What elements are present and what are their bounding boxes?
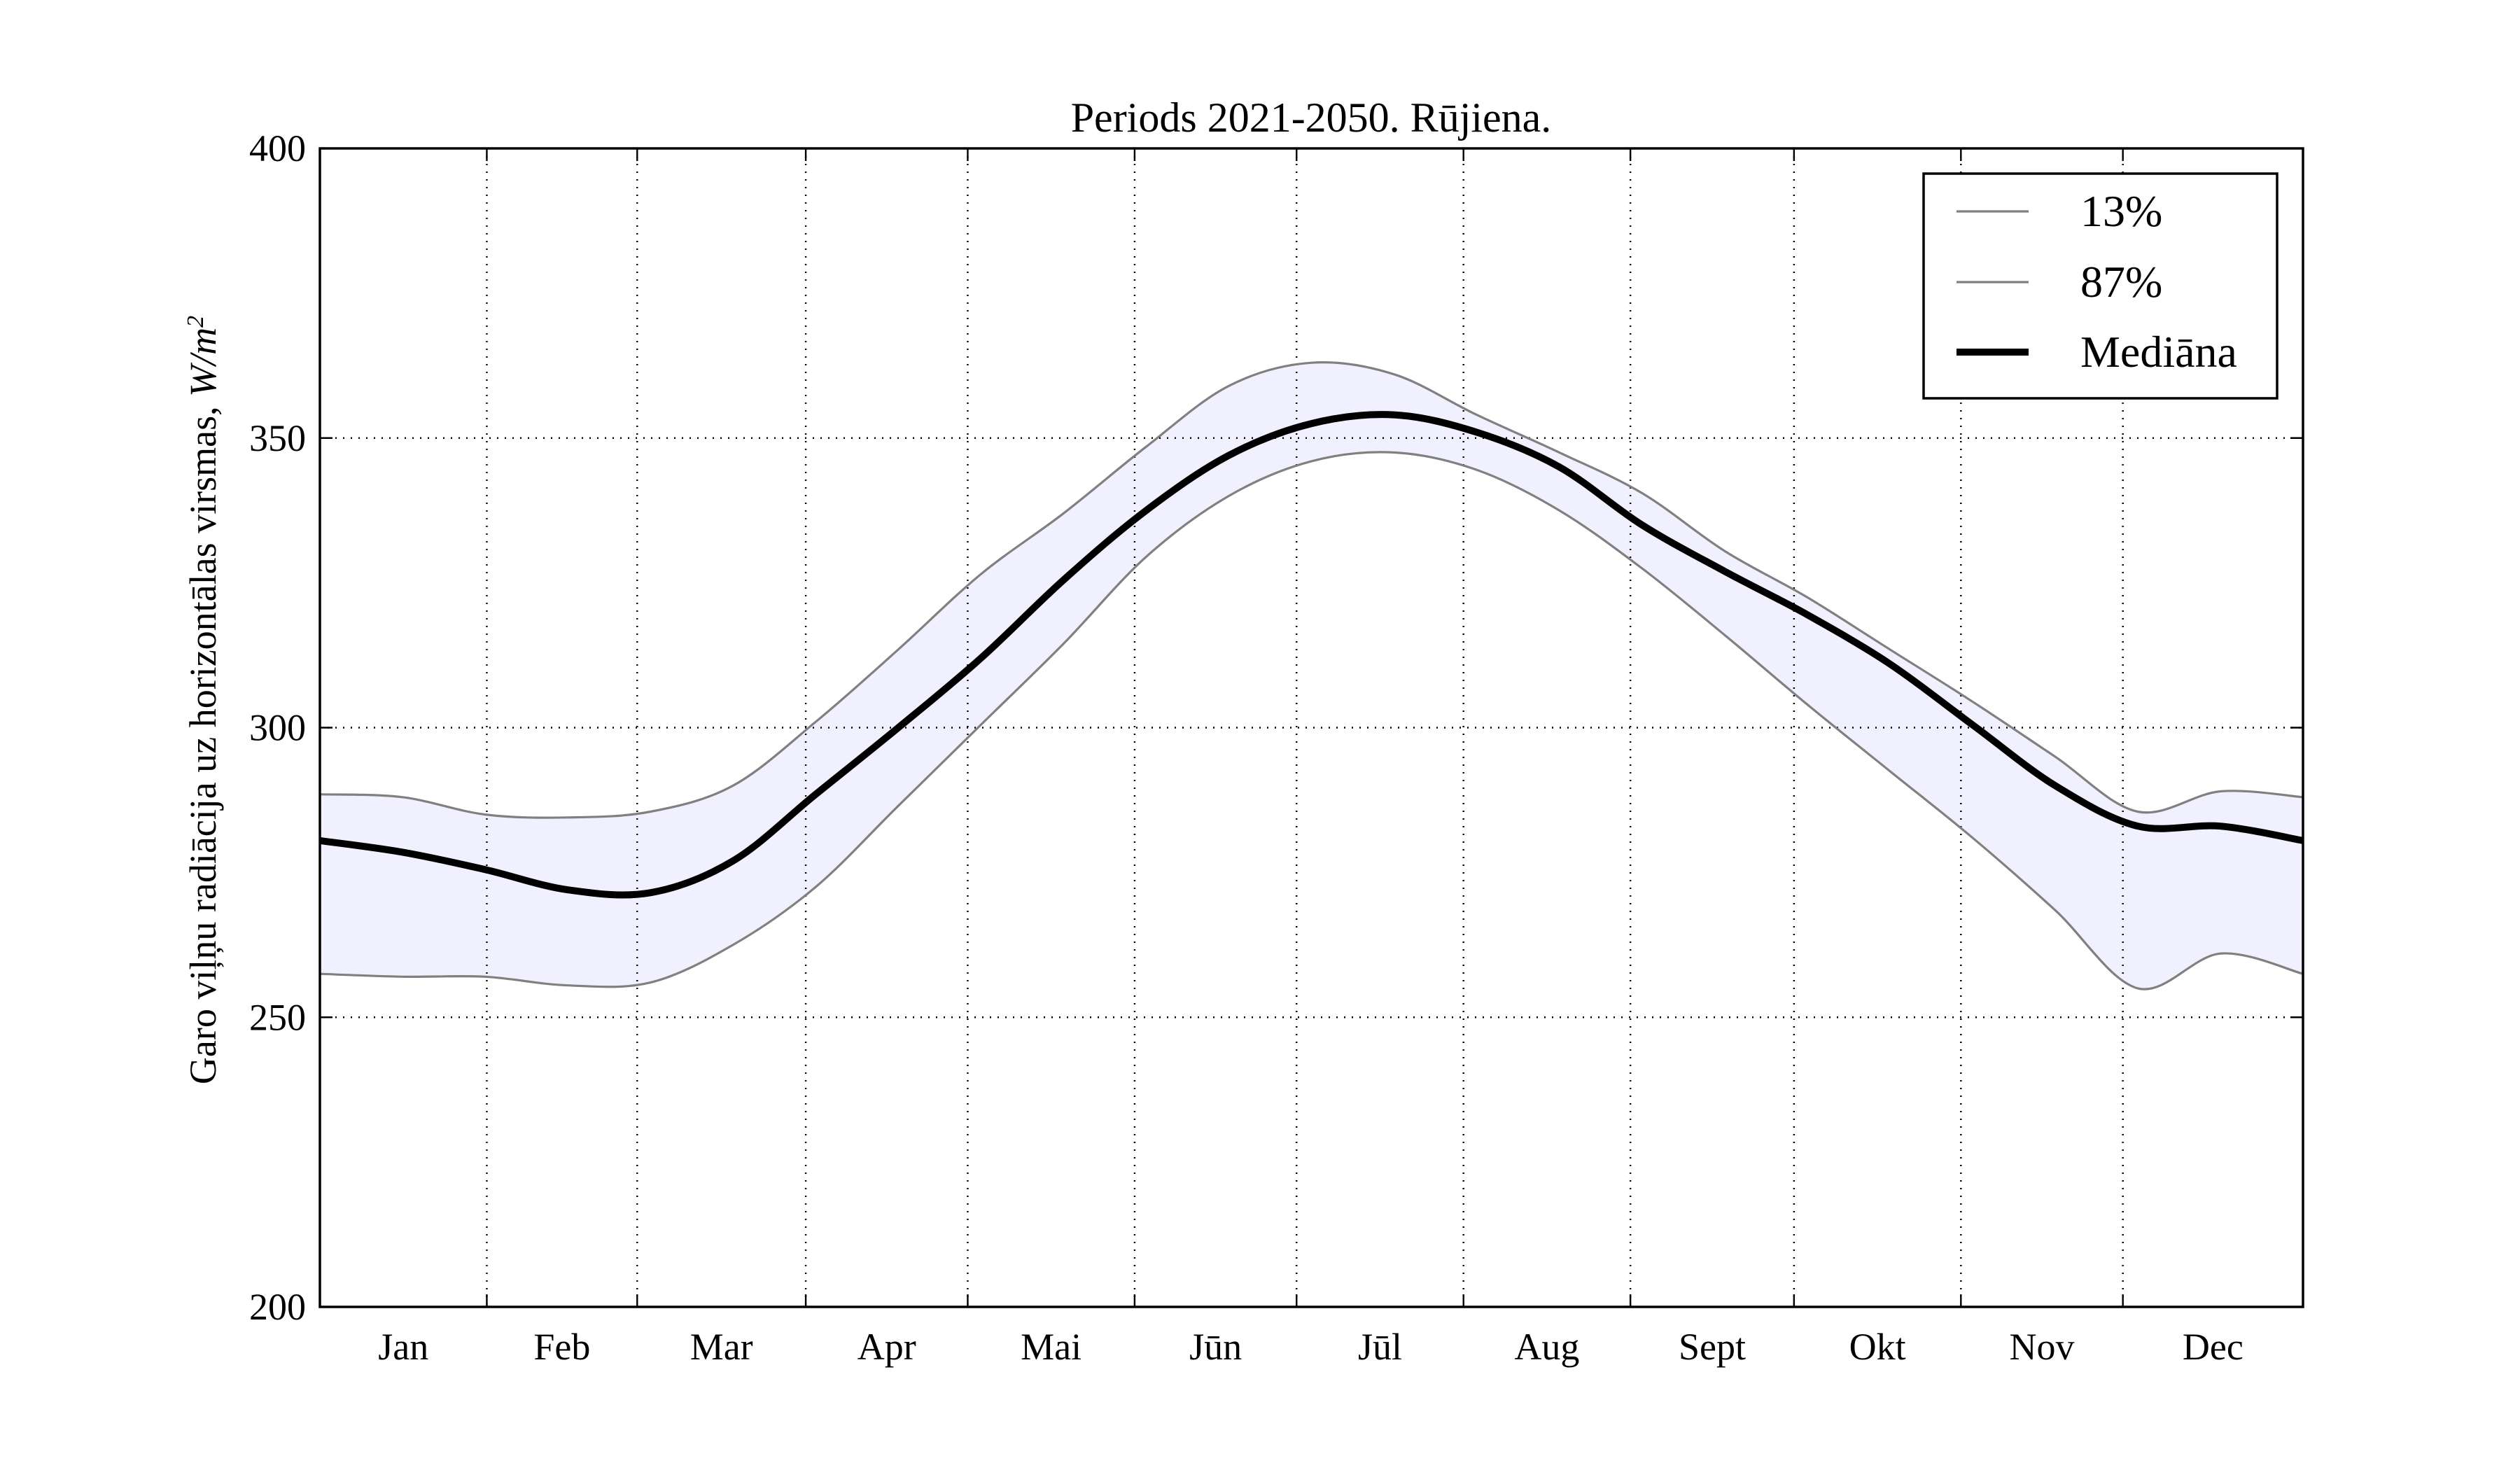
x-tick-label: Mai	[1021, 1326, 1082, 1368]
y-tick-label: 300	[249, 707, 306, 749]
y-axis-unit: W/m	[182, 328, 224, 397]
legend: 13% 87% Mediāna	[1922, 172, 2278, 400]
chart-title: Periods 2021-2050. Rūjiena.	[1071, 94, 1552, 141]
y-tick-label: 400	[249, 127, 306, 169]
x-tick-label: Dec	[2183, 1326, 2244, 1368]
x-tick-label: Aug	[1514, 1326, 1579, 1368]
legend-label-13: 13%	[2080, 186, 2162, 236]
x-tick-label: Sept	[1679, 1326, 1746, 1368]
x-tick-label: Feb	[533, 1326, 590, 1368]
y-tick-label: 350	[249, 417, 306, 459]
x-tick-label: Mar	[690, 1326, 753, 1368]
x-tick-label: Okt	[1849, 1326, 1906, 1368]
series-line-mediana	[319, 411, 2304, 899]
y-axis-label-text: Garo viļņu radiācija uz horizontālas vir…	[182, 397, 224, 1084]
x-tick-label: Apr	[858, 1326, 916, 1368]
series-line-87	[319, 451, 2304, 990]
legend-label-mediana: Mediāna	[2080, 327, 2237, 377]
x-tick-label: Nov	[2009, 1326, 2074, 1368]
series-layer	[319, 361, 2304, 990]
x-tick-label: Jan	[378, 1326, 428, 1368]
y-tick-label: 250	[249, 996, 306, 1038]
x-tick-label: Jūn	[1189, 1326, 1242, 1368]
x-tick-label-layer: Jan Feb Mar Apr Mai Jūn Jūl Aug Sept Okt Nov Dec	[378, 1326, 2244, 1368]
x-tick-label: Jūl	[1358, 1326, 1402, 1368]
series-line-13	[319, 361, 2304, 819]
y-axis-unit-exponent: 2	[183, 316, 209, 328]
y-tick-label: 200	[249, 1286, 306, 1328]
legend-label-87: 87%	[2080, 257, 2162, 307]
y-axis-label: Garo viļņu radiācija uz horizontālas vir…	[182, 316, 224, 1084]
percentile-band	[320, 362, 2303, 990]
y-tick-label-layer: 200 250 300 350 400	[249, 127, 306, 1328]
tick-layer	[318, 147, 2304, 1308]
percentile-band-layer	[320, 362, 2303, 990]
